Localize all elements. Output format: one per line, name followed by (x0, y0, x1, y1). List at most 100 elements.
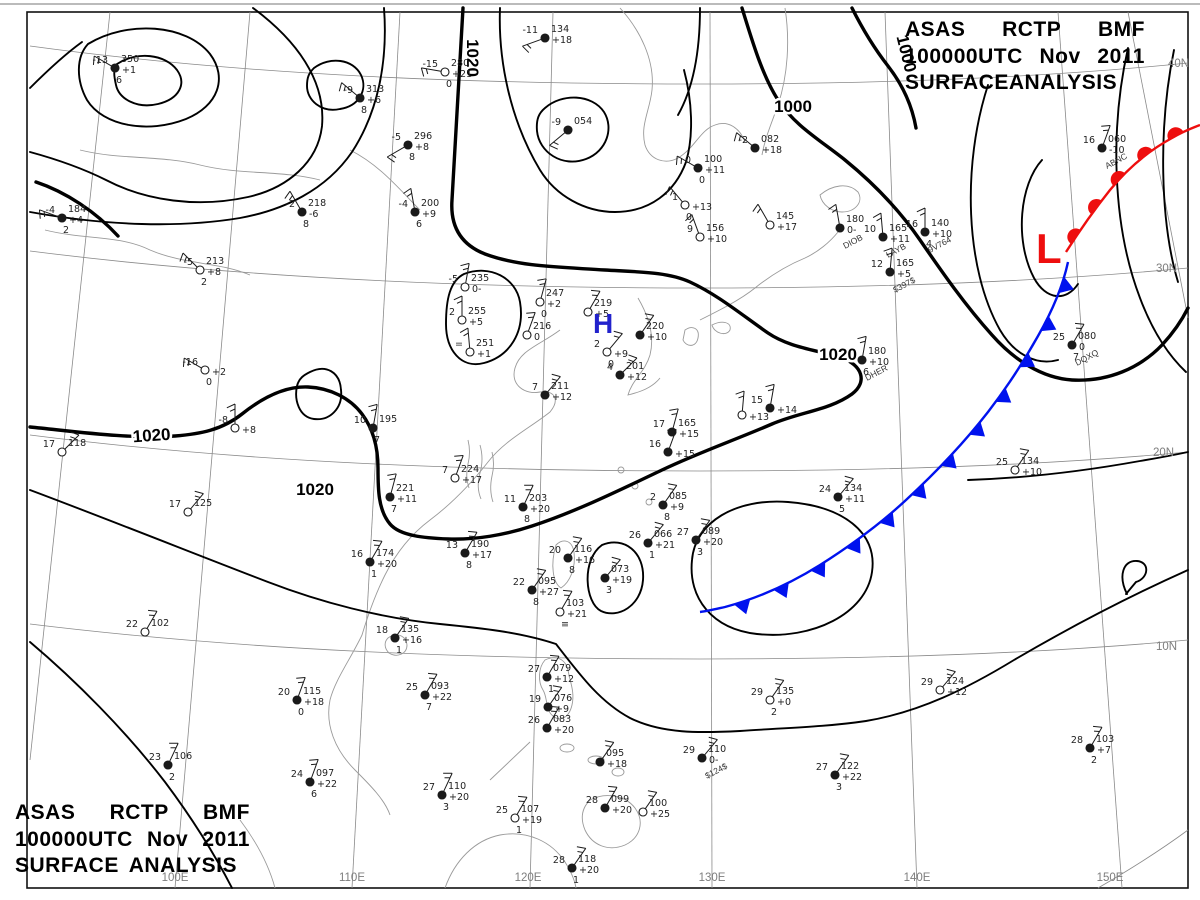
station-tendency: +12 (627, 372, 647, 383)
station-low-value: 8 (533, 597, 539, 608)
station-pressure: 116 (574, 544, 592, 555)
isobar-sweep-nw2 (29, 7, 386, 226)
station-pressure: 165 (896, 258, 914, 269)
station-tendency: +15 (675, 449, 695, 460)
station-circle-icon (1085, 743, 1095, 753)
wind-barb-icon (697, 518, 711, 537)
station-pressure: 195 (379, 414, 397, 425)
station-plot: 11 203+208 (504, 484, 550, 525)
wind-barb-icon (573, 846, 587, 865)
station-tendency: +9 (614, 349, 628, 360)
station-tendency: +18 (762, 145, 782, 156)
station-tendency: +21 (452, 69, 472, 80)
station-plot: 20 115+180 (278, 676, 324, 718)
lon-label: 110E (339, 872, 365, 884)
parallel-30n (29, 250, 1189, 289)
station-low-value: 1 (371, 569, 377, 580)
wind-barb-icon (735, 390, 745, 411)
station-pressure: 082 (761, 134, 779, 145)
isobar-low-inner (1020, 159, 1079, 298)
station-pressure: 224 (461, 464, 479, 475)
station-circle-icon (835, 223, 845, 233)
station-circle-icon (450, 473, 460, 483)
station-tendency: +9 (555, 704, 569, 715)
station-pressure: 203 (529, 493, 547, 504)
station-plot: 28 099+20 (586, 785, 632, 816)
isobar-1020-main (28, 6, 863, 541)
station-tendency: +1 (477, 349, 491, 360)
station-tendency: 0- (847, 225, 856, 236)
warm-front-semicircle-icon (1137, 146, 1153, 161)
chart-title-top: ASAS RCTP BMF 100000UTC Nov 2011 SURFACE… (905, 18, 1145, 98)
wind-barb-icon (664, 483, 678, 502)
cold-front-triangle-icon (911, 483, 927, 499)
station-pressure: 079 (553, 663, 571, 674)
isobar-low-outer (1162, 49, 1179, 283)
warm-front (1064, 123, 1200, 253)
meridian-150e (1057, 11, 1123, 889)
station-plot: 16 +15 (649, 428, 695, 460)
station-pressure: 103 (566, 598, 584, 609)
station-pressure: 156 (706, 223, 724, 234)
station-plot: 7 211+12 (532, 373, 572, 403)
station-tendency: +17 (472, 550, 492, 561)
station-low-value: 1 (649, 550, 655, 561)
station-circle-icon (615, 370, 625, 380)
station-temp: 13 (446, 540, 458, 551)
station-temp: 28 (553, 855, 565, 866)
title-word: ANALYSIS (1008, 71, 1118, 94)
station-pressure: 140 (931, 218, 949, 229)
station-plot: 10 195 7 (354, 403, 397, 446)
station-plot: 18 135+161 (376, 616, 422, 656)
station-plot: -5 213+82 (179, 252, 224, 288)
station-plot: 2 255+5 (449, 295, 486, 328)
station-circle-icon (555, 607, 565, 617)
isobar-arc-nw-corner (29, 41, 83, 89)
station-pressure: 107 (521, 804, 539, 815)
cold-front-triangle-icon (969, 421, 985, 437)
station-circle-icon (750, 143, 760, 153)
station-pressure: 184 (68, 204, 86, 215)
station-tendency: +6 (367, 95, 381, 106)
station-pressure: 100 (649, 798, 667, 809)
station-callsign: DIOB (841, 232, 864, 251)
station-pressure: 221 (396, 483, 414, 494)
station-plot: 26 066+211 (629, 521, 675, 561)
isobar-value-label: 1020 (819, 345, 857, 364)
station-circle-icon (697, 753, 707, 763)
isobar-arc-topcenter (677, 7, 701, 116)
coast-shikoku (711, 321, 731, 335)
station-pressure: 218 (308, 198, 326, 209)
wind-barb-icon (454, 454, 464, 475)
station-pressure: 106 (174, 751, 192, 762)
station-pressure: 296 (414, 131, 432, 142)
wind-barb-icon (771, 678, 785, 697)
station-tendency: +5 (897, 269, 911, 280)
isobar-value-label: 1020 (296, 480, 334, 499)
title-line-3: SURFACE ANALYSIS (905, 71, 1117, 98)
title-word: ASAS (905, 18, 966, 41)
station-circle-icon (200, 365, 210, 375)
station-plot: 4 201+12 (607, 354, 647, 383)
warm-front-semicircles (1067, 127, 1184, 244)
isobar-closed-topcenter (535, 96, 610, 163)
station-low-value: 8 (409, 152, 415, 163)
wind-barb-icon (641, 313, 655, 332)
station-tendency: +2 (547, 299, 561, 310)
station-circle-icon (602, 347, 612, 357)
station-pressure: 089 (702, 526, 720, 537)
station-temp: 22 (126, 619, 138, 630)
station-circle-icon (542, 672, 552, 682)
station-tendency: +20 (530, 504, 550, 515)
coast-hokkaido (819, 185, 861, 213)
station-plot: -2 218-68 (284, 190, 326, 230)
station-temp: -4 (399, 199, 408, 210)
station-temp: -5 (184, 257, 193, 268)
station-plot: 27 110+203 (423, 772, 469, 813)
station-circle-icon (635, 330, 645, 340)
station-temp: -2 (286, 199, 295, 210)
cold-front-triangle-icon (734, 599, 751, 615)
station-temp: -11 (522, 25, 538, 36)
station-temp: 15 (751, 395, 763, 406)
station-temp: 28 (586, 795, 598, 806)
